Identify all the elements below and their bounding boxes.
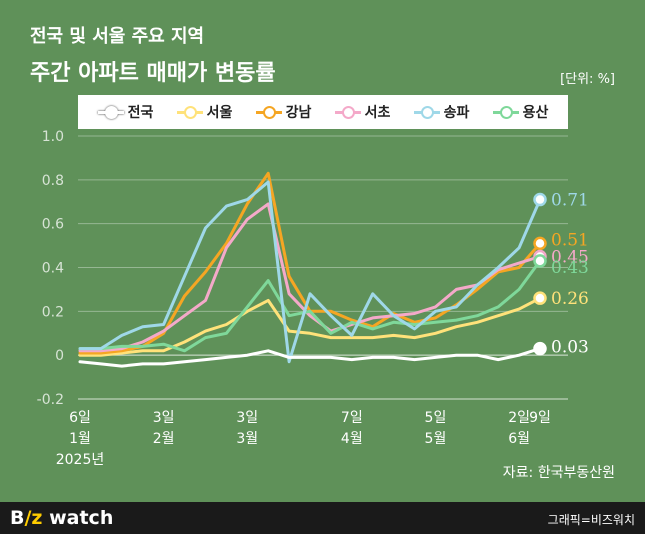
end-label-서초: 0.45 [551, 248, 589, 268]
footer-bar: B/z watch 그래픽=비즈워치 [0, 502, 645, 534]
legend-item-용산: 용산 [492, 102, 549, 122]
end-marker-용산 [533, 254, 547, 268]
legend-label: 서초 [364, 105, 391, 121]
end-label-용산: 0.43 [551, 258, 589, 278]
x-tick-label: 9일 [529, 410, 551, 426]
legend-marker [413, 105, 440, 119]
y-tick-label: 0.4 [42, 261, 64, 277]
legend-marker [97, 105, 124, 119]
legend-label: 강남 [285, 105, 312, 121]
end-marker-송파 [533, 192, 547, 207]
end-label-전국: 0.03 [551, 338, 589, 358]
bizwatch-logo: B/z watch [10, 507, 114, 529]
legend-marker [255, 105, 282, 119]
source-label: 자료: 한국부동산원 [502, 465, 615, 481]
legend-label: 서울 [206, 105, 233, 121]
legend-item-강남: 강남 [255, 102, 312, 122]
end-marker-강남 [533, 236, 547, 251]
unit-label: [단위: %] [560, 72, 615, 87]
series-line-서초 [78, 202, 542, 353]
end-label-송파: 0.71 [551, 191, 589, 211]
y-tick-label: 1.0 [42, 129, 64, 145]
legend-marker [334, 105, 361, 119]
series-line-용산 [78, 259, 542, 353]
title-line-2: 주간 아파트 매매가 변동률 [30, 61, 276, 86]
x-tick-label: 4월 [341, 431, 363, 447]
x-tick-label: 7일 [341, 410, 363, 426]
end-marker-전국 [533, 341, 547, 356]
x-tick-label: 6일 [69, 410, 91, 426]
x-tick-label: 1월 [69, 431, 91, 447]
y-tick-label: 0.8 [42, 173, 64, 189]
legend-item-송파: 송파 [413, 102, 470, 122]
legend-marker [492, 105, 519, 119]
legend-marker [176, 105, 203, 119]
legend-label: 전국 [127, 105, 154, 121]
end-label-강남: 0.51 [551, 230, 589, 250]
x-tick-label: 2월 [153, 431, 175, 447]
series-line-서울 [78, 296, 542, 357]
legend-label: 송파 [443, 105, 470, 121]
x-tick-label: 6월 [508, 431, 530, 447]
legend-item-서초: 서초 [334, 102, 391, 122]
x-tick-label: 5일 [425, 410, 447, 426]
y-tick-label: 0.2 [42, 304, 64, 320]
x-tick-label: 2일 [508, 410, 530, 426]
legend-item-전국: 전국 [97, 102, 154, 122]
y-tick-label: 0.6 [42, 217, 64, 233]
y-tick-label: 0 [55, 348, 64, 364]
end-marker-서울 [533, 291, 547, 305]
x-tick-label: 3일 [153, 410, 175, 426]
graphic-credit: 그래픽=비즈워치 [547, 513, 635, 527]
end-label-서울: 0.26 [551, 289, 589, 309]
series-line-전국 [78, 347, 542, 368]
x-tick-label: 3일 [236, 410, 258, 426]
x-tick-label: 3월 [236, 431, 258, 447]
legend: 전국 서울 강남 서초 송파 용산 [78, 95, 568, 129]
legend-item-서울: 서울 [176, 102, 233, 122]
title-line-1: 전국 및 서울 주요 지역 [30, 26, 205, 47]
x-tick-label: 2025년 [56, 452, 105, 468]
series-line-송파 [78, 180, 542, 364]
x-tick-label: 5월 [425, 431, 447, 447]
legend-label: 용산 [522, 105, 549, 121]
y-tick-label: -0.2 [37, 392, 64, 408]
